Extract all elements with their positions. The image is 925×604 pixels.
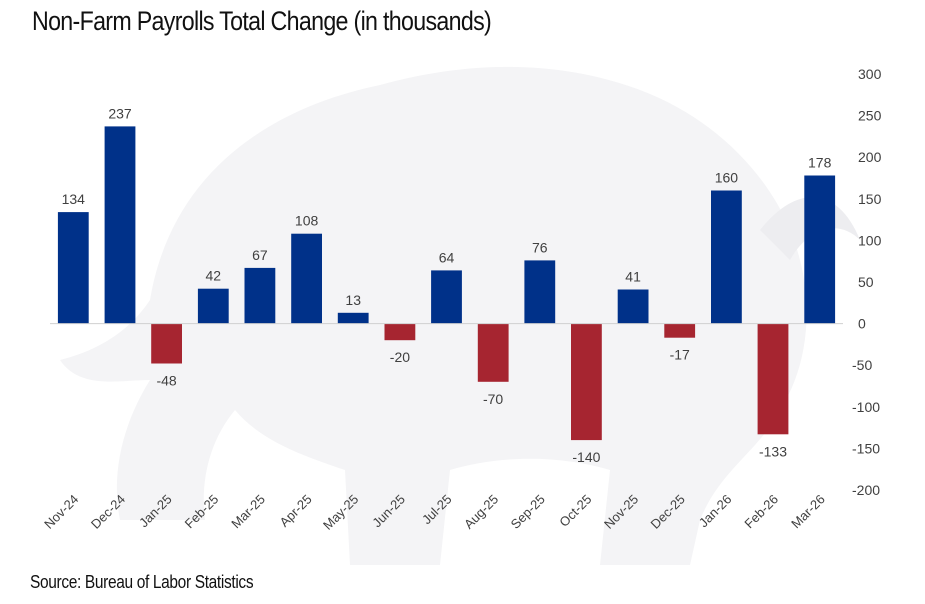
bar-jul-25 [431, 270, 462, 324]
source-note: Source: Bureau of Labor Statistics [30, 572, 254, 592]
data-label: -133 [759, 443, 787, 459]
data-label: -48 [156, 373, 176, 389]
bar-sep-25 [524, 260, 556, 324]
data-label: 41 [625, 269, 641, 285]
y-tick-label: -50 [852, 357, 872, 373]
bar-jan-25 [151, 323, 182, 364]
bar-dec-25 [664, 323, 696, 338]
data-labels-group: 134 237 -48 42 67 108 13 -20 64 -70 76 -140 41 -17 160… [62, 105, 832, 465]
y-tick-label: 300 [858, 66, 882, 82]
y-tick-label: 250 [858, 108, 882, 124]
bar-aug-25 [477, 323, 509, 382]
y-tick-label: 200 [858, 149, 882, 165]
data-label: 134 [62, 191, 86, 207]
data-label: -17 [670, 347, 690, 363]
data-label: 76 [532, 239, 548, 255]
bar-oct-25 [571, 323, 602, 441]
y-tick-label: 0 [858, 316, 866, 332]
bar-apr-25 [291, 233, 322, 324]
bar-mar-25 [244, 267, 276, 324]
bars-group [57, 126, 836, 441]
data-label: 64 [439, 249, 455, 265]
bar-nov-24 [57, 212, 89, 324]
bar-nov-25 [617, 289, 649, 324]
bar-mar-26 [804, 175, 836, 324]
data-label: 108 [295, 213, 319, 229]
bar-jun-25 [384, 323, 416, 341]
bar-may-25 [337, 312, 369, 324]
data-label: -70 [483, 391, 503, 407]
x-tick-label: Sep-25 [508, 492, 548, 532]
bar-feb-25 [197, 288, 229, 324]
data-label: -140 [572, 449, 600, 465]
y-axis: 300 250 200 150 100 50 0 -50 -100 -150 -200 [852, 66, 882, 498]
bar-dec-24 [104, 126, 136, 324]
y-tick-label: -100 [852, 399, 880, 415]
x-tick-label: Apr-25 [277, 492, 315, 530]
bar-feb-26 [757, 323, 789, 435]
data-label: 42 [206, 268, 222, 284]
y-tick-label: -150 [852, 440, 880, 456]
x-tick-label: Nov-24 [41, 492, 81, 532]
data-label: 67 [252, 247, 268, 263]
bar-jan-26 [711, 190, 742, 324]
y-tick-label: 100 [858, 232, 882, 248]
x-tick-label: Mar-25 [228, 492, 268, 532]
x-tick-label: Aug-25 [461, 492, 501, 532]
x-tick-label: Mar-26 [788, 492, 828, 532]
data-label: -20 [390, 349, 410, 365]
chart-title: Non-Farm Payrolls Total Change (in thous… [32, 6, 492, 36]
data-label: 160 [715, 170, 739, 186]
x-tick-label: Feb-26 [741, 492, 781, 532]
data-label: 237 [108, 105, 132, 121]
data-label: 13 [345, 292, 361, 308]
data-label: 178 [808, 155, 832, 171]
x-tick-label: Oct-25 [556, 492, 594, 530]
y-tick-label: 50 [858, 274, 874, 290]
y-tick-label: 150 [858, 191, 882, 207]
y-tick-label: -200 [852, 482, 880, 498]
